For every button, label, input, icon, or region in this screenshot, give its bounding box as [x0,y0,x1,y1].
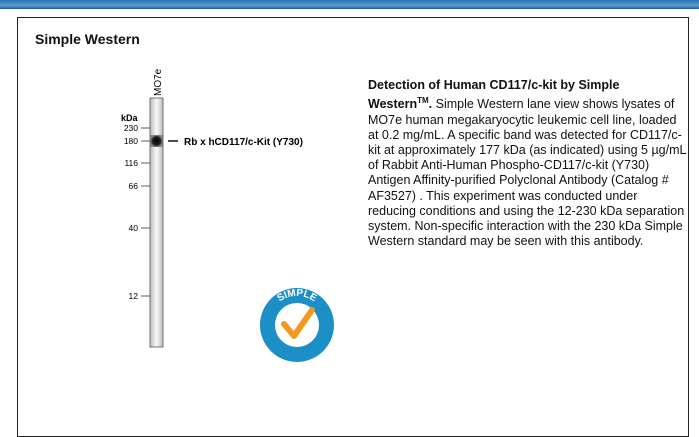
band [151,135,163,147]
page: {"header": {"title": "Simple Western"}, … [0,0,699,425]
marker-label: 116 [124,158,138,168]
band-label: Rb x hCD117/c-Kit (Y730) [184,137,303,148]
caption: Detection of Human CD117/c-kit by Simple… [368,78,686,249]
unit-label: kDa [121,113,139,123]
marker-label: 40 [129,223,139,233]
trademark: TM [417,96,429,105]
caption-body: Simple Western lane view shows lysates o… [368,97,686,248]
marker-label: 180 [124,136,138,146]
lane-label: MO7e [153,68,164,96]
marker-label: 230 [124,123,138,133]
caption-title-end: . [429,97,432,111]
marker-label: 66 [129,181,139,191]
marker-label: 12 [129,291,139,301]
